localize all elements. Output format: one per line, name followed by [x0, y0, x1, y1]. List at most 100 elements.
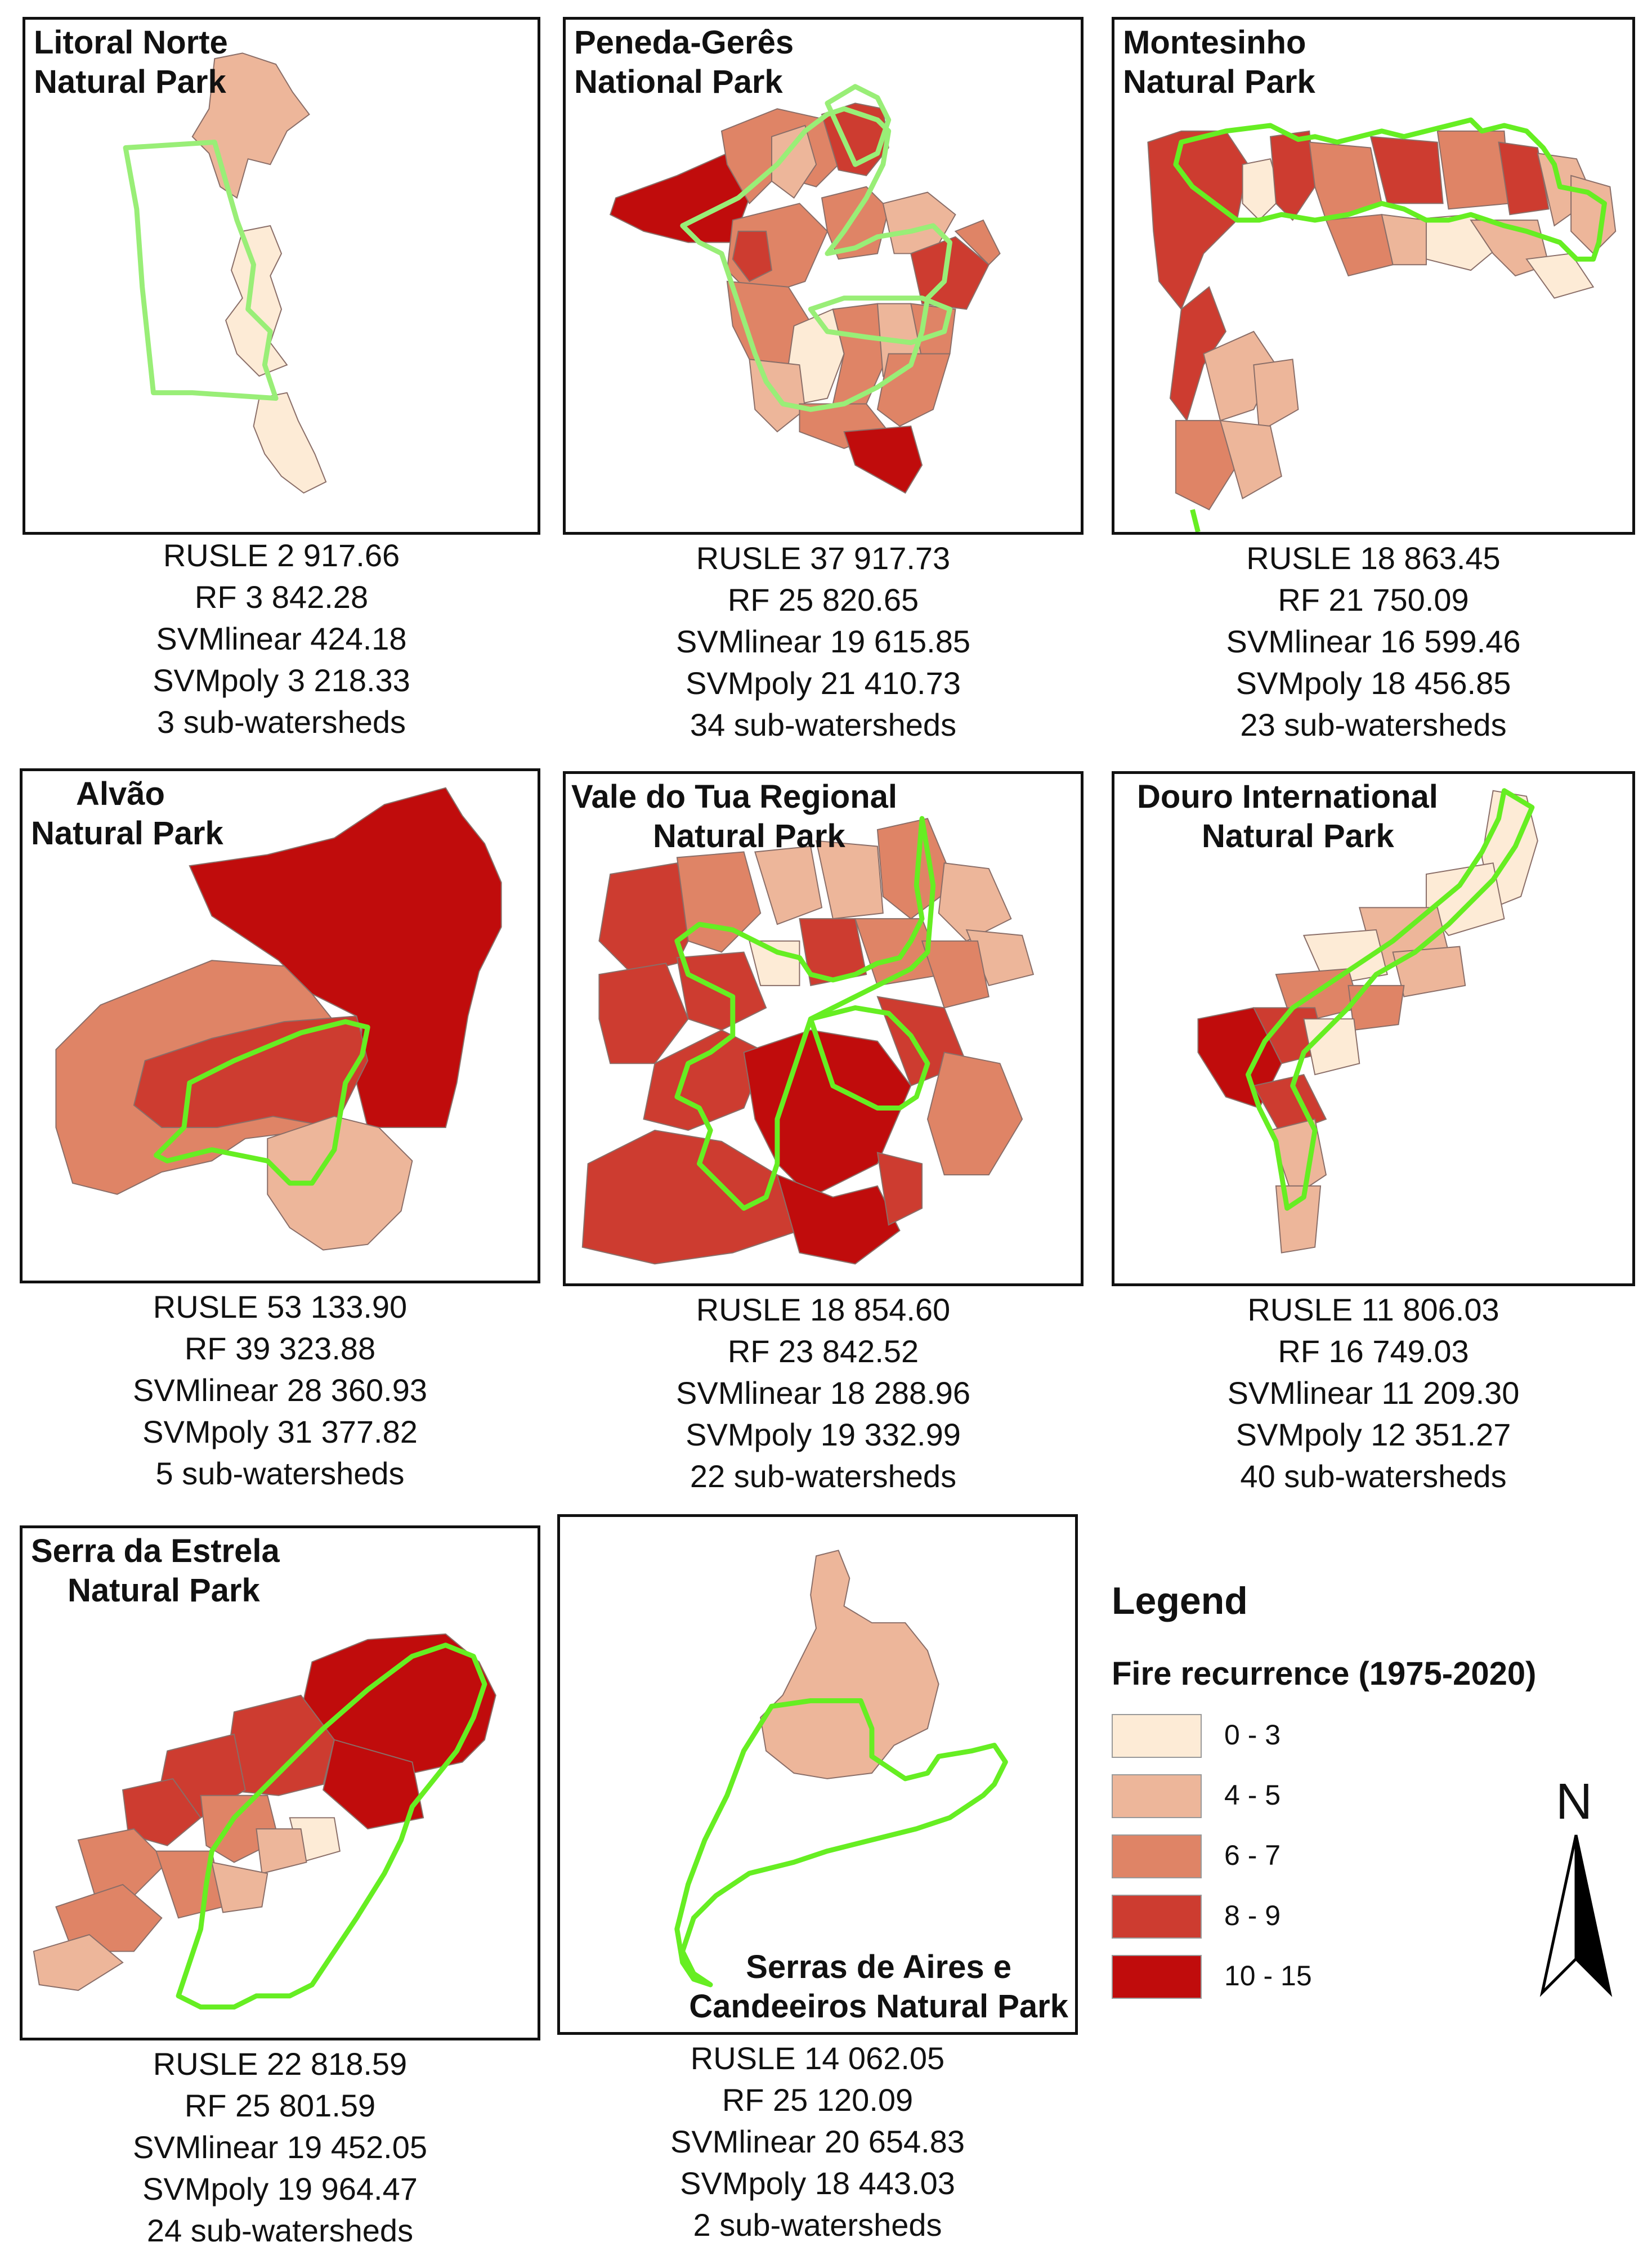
legend-label: 0 - 3 [1224, 1719, 1281, 1751]
panel-title: Vale do Tua Regional Natural Park [571, 778, 898, 854]
rf-value: RF 39 323.88 [184, 1331, 376, 1366]
subwatershed [1175, 420, 1238, 511]
svmlinear-value: SVMlinear 16 599.46 [1226, 624, 1521, 659]
rusle-value: RUSLE 14 062.05 [690, 2040, 945, 2076]
legend-label: 4 - 5 [1224, 1779, 1281, 1811]
subwatershed [954, 219, 1001, 266]
park-boundary [808, 1005, 930, 1111]
panel-stats-serra-da-estrela: RUSLE 22 818.59 RF 25 801.59 SVMlinear 1… [20, 2043, 540, 2252]
subwatershed [921, 940, 990, 1009]
rf-value: RF 16 749.03 [1278, 1333, 1469, 1369]
map-douro-international [1197, 788, 1538, 1254]
subwatershed [253, 392, 327, 494]
svmlinear-value: SVMlinear 20 654.83 [670, 2124, 965, 2159]
park-boundary [153, 1019, 370, 1186]
park-boundary [808, 296, 952, 346]
panel-title: Litoral Norte Natural Park [34, 24, 228, 100]
subwatershed [1147, 130, 1249, 311]
subwatershed-count: 34 sub-watersheds [690, 707, 957, 742]
subwatershed-count: 22 sub-watersheds [690, 1458, 957, 1494]
map-montesinho [1147, 117, 1617, 532]
panel-stats-vale-do-tua: RUSLE 18 854.60 RF 23 842.52 SVMlinear 1… [563, 1289, 1084, 1497]
subwatershed [754, 845, 823, 925]
rf-value: RF 25 120.09 [722, 2082, 914, 2118]
map-panel-douro-international: Douro International Natural Park [1112, 771, 1635, 1286]
subwatershed [815, 840, 884, 920]
legend-swatch [1112, 1834, 1202, 1878]
park-boundary [1173, 117, 1607, 262]
rf-value: RF 25 801.59 [184, 2088, 376, 2123]
panel-stats-peneda-geres: RUSLE 37 917.73 RF 25 820.65 SVMlinear 1… [563, 538, 1084, 746]
subwatershed-count: 40 sub-watersheds [1240, 1458, 1507, 1494]
subwatershed [1325, 214, 1394, 277]
legend-subtitle: Fire recurrence (1975-2020) [1112, 1655, 1537, 1692]
svmlinear-value: SVMlinear 11 209.30 [1227, 1375, 1520, 1411]
panel-title: Montesinho Natural Park [1123, 24, 1315, 100]
legend-title: Legend [1112, 1579, 1248, 1622]
subwatershed [211, 1861, 268, 1913]
park-boundary [825, 84, 892, 167]
subwatershed-count: 3 sub-watersheds [156, 704, 406, 740]
subwatershed [776, 1174, 901, 1265]
map-vale-do-tua [581, 816, 1035, 1265]
panel-stats-litoral-norte: RUSLE 2 917.66 RF 3 842.28 SVMlinear 424… [23, 535, 540, 743]
map-panel-serras-de-aires: Serras de Aires e Candeeiros Natural Park [557, 1514, 1078, 2035]
subwatershed [749, 940, 800, 986]
legend-swatch [1112, 1774, 1202, 1818]
svmlinear-value: SVMlinear 28 360.93 [132, 1372, 427, 1408]
map-panel-peneda-geres: Peneda-Gerês National Park [563, 17, 1084, 535]
park-boundary [1190, 509, 1201, 532]
subwatershed [1525, 253, 1595, 299]
legend-swatch [1112, 1895, 1202, 1939]
map-litoral-norte [123, 52, 327, 494]
panel-title: Serras de Aires e Candeeiros Natural Park [689, 1949, 1068, 2025]
park-boundary [680, 106, 952, 412]
subwatershed [732, 230, 773, 283]
rf-value: RF 21 750.09 [1278, 582, 1469, 617]
subwatershed [1425, 862, 1505, 936]
rf-value: RF 23 842.52 [727, 1333, 919, 1369]
map-peneda-geres [609, 84, 1001, 494]
legend-label: 10 - 15 [1224, 1960, 1312, 1992]
panel-stats-douro-international: RUSLE 11 806.03 RF 16 749.03 SVMlinear 1… [1112, 1289, 1635, 1497]
subwatershed [1392, 946, 1466, 997]
panel-title: Douro International Natural Park [1137, 778, 1438, 854]
rusle-value: RUSLE 22 818.59 [153, 2046, 408, 2082]
subwatershed-count: 24 sub-watersheds [146, 2213, 414, 2248]
north-arrow: N [1537, 1774, 1615, 1997]
panel-stats-alvao: RUSLE 53 133.90 RF 39 323.88 SVMlinear 2… [20, 1286, 540, 1494]
subwatershed [1347, 984, 1405, 1031]
subwatershed-count: 23 sub-watersheds [1240, 707, 1507, 742]
rf-value: RF 25 820.65 [727, 582, 919, 617]
subwatershed [1498, 141, 1550, 216]
subwatershed [926, 1051, 1023, 1176]
subwatershed [267, 1116, 413, 1251]
rusle-value: RUSLE 18 854.60 [696, 1292, 951, 1327]
panel-title: Alvão Natural Park [31, 776, 223, 852]
subwatershed [155, 1850, 224, 1919]
map-serra-da-estrela [33, 1633, 496, 2010]
map-alvao [55, 787, 502, 1251]
subwatershed [1253, 359, 1299, 433]
rusle-value: RUSLE 53 133.90 [153, 1289, 408, 1324]
svmpoly-value: SVMpoly 3 218.33 [153, 663, 410, 698]
subwatershed-count: 5 sub-watersheds [155, 1456, 405, 1491]
subwatershed [743, 1029, 912, 1198]
panel-stats-serras-de-aires: RUSLE 14 062.05 RF 25 120.09 SVMlinear 2… [557, 2038, 1078, 2246]
map-panel-serra-da-estrela: Serra da Estrela Natural Park [20, 1525, 540, 2040]
svmpoly-value: SVMpoly 18 456.85 [1235, 665, 1511, 701]
subwatershed [843, 426, 923, 494]
park-boundary [674, 1698, 1008, 1988]
rusle-value: RUSLE 11 806.03 [1247, 1292, 1499, 1327]
rusle-value: RUSLE 37 917.73 [696, 540, 951, 576]
subwatershed [323, 1739, 424, 1830]
subwatershed [876, 353, 951, 427]
svmlinear-value: SVMlinear 19 615.85 [675, 624, 970, 659]
legend-label: 6 - 7 [1224, 1840, 1281, 1871]
subwatershed-count: 2 sub-watersheds [693, 2207, 942, 2243]
map-panel-vale-do-tua: Vale do Tua Regional Natural Park [563, 771, 1084, 1286]
subwatershed [1242, 158, 1282, 221]
map-panel-litoral-norte: Litoral Norte Natural Park [23, 17, 540, 535]
subwatershed [77, 1828, 168, 1896]
subwatershed [1369, 136, 1444, 204]
